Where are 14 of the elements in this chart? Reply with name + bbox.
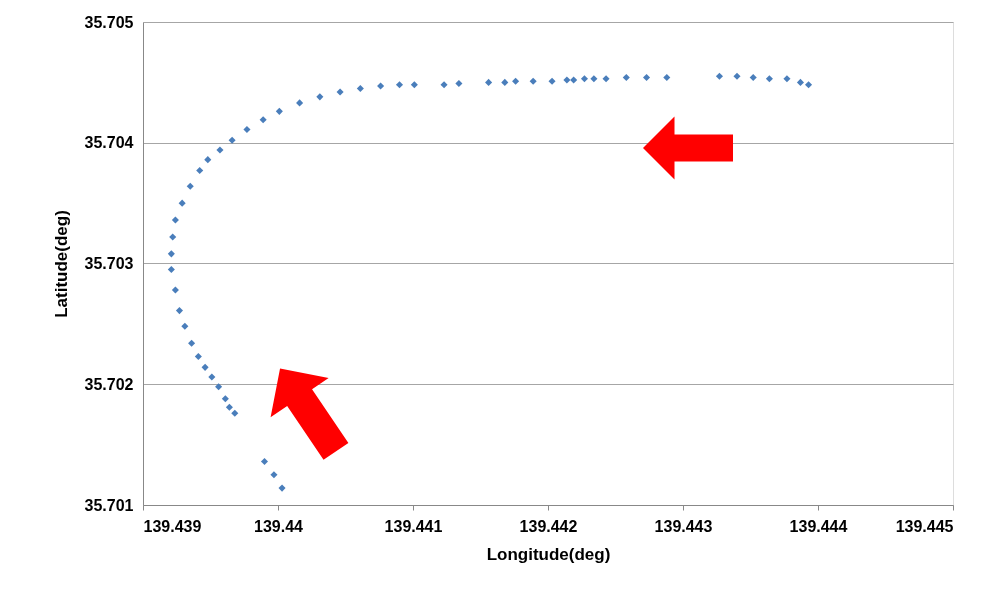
x-tick-label: 139.442 bbox=[519, 517, 578, 535]
x-tick-label: 139.441 bbox=[384, 517, 443, 535]
y-axis-title: Latitude(deg) bbox=[51, 210, 71, 318]
x-tick-label: 139.445 bbox=[895, 517, 954, 535]
x-tick-label: 139.44 bbox=[254, 517, 304, 535]
y-tick-label: 35.705 bbox=[84, 13, 134, 31]
y-tick-label: 35.702 bbox=[84, 375, 134, 393]
x-tick-label: 139.444 bbox=[789, 517, 848, 535]
y-tick-label: 35.701 bbox=[84, 496, 134, 514]
x-tick-label: 139.443 bbox=[654, 517, 713, 535]
x-axis-title: Longitude(deg) bbox=[486, 544, 611, 564]
y-tick-label: 35.703 bbox=[84, 255, 134, 272]
x-tick-label: 139.439 bbox=[143, 517, 202, 535]
y-tick-label: 35.704 bbox=[84, 134, 134, 152]
